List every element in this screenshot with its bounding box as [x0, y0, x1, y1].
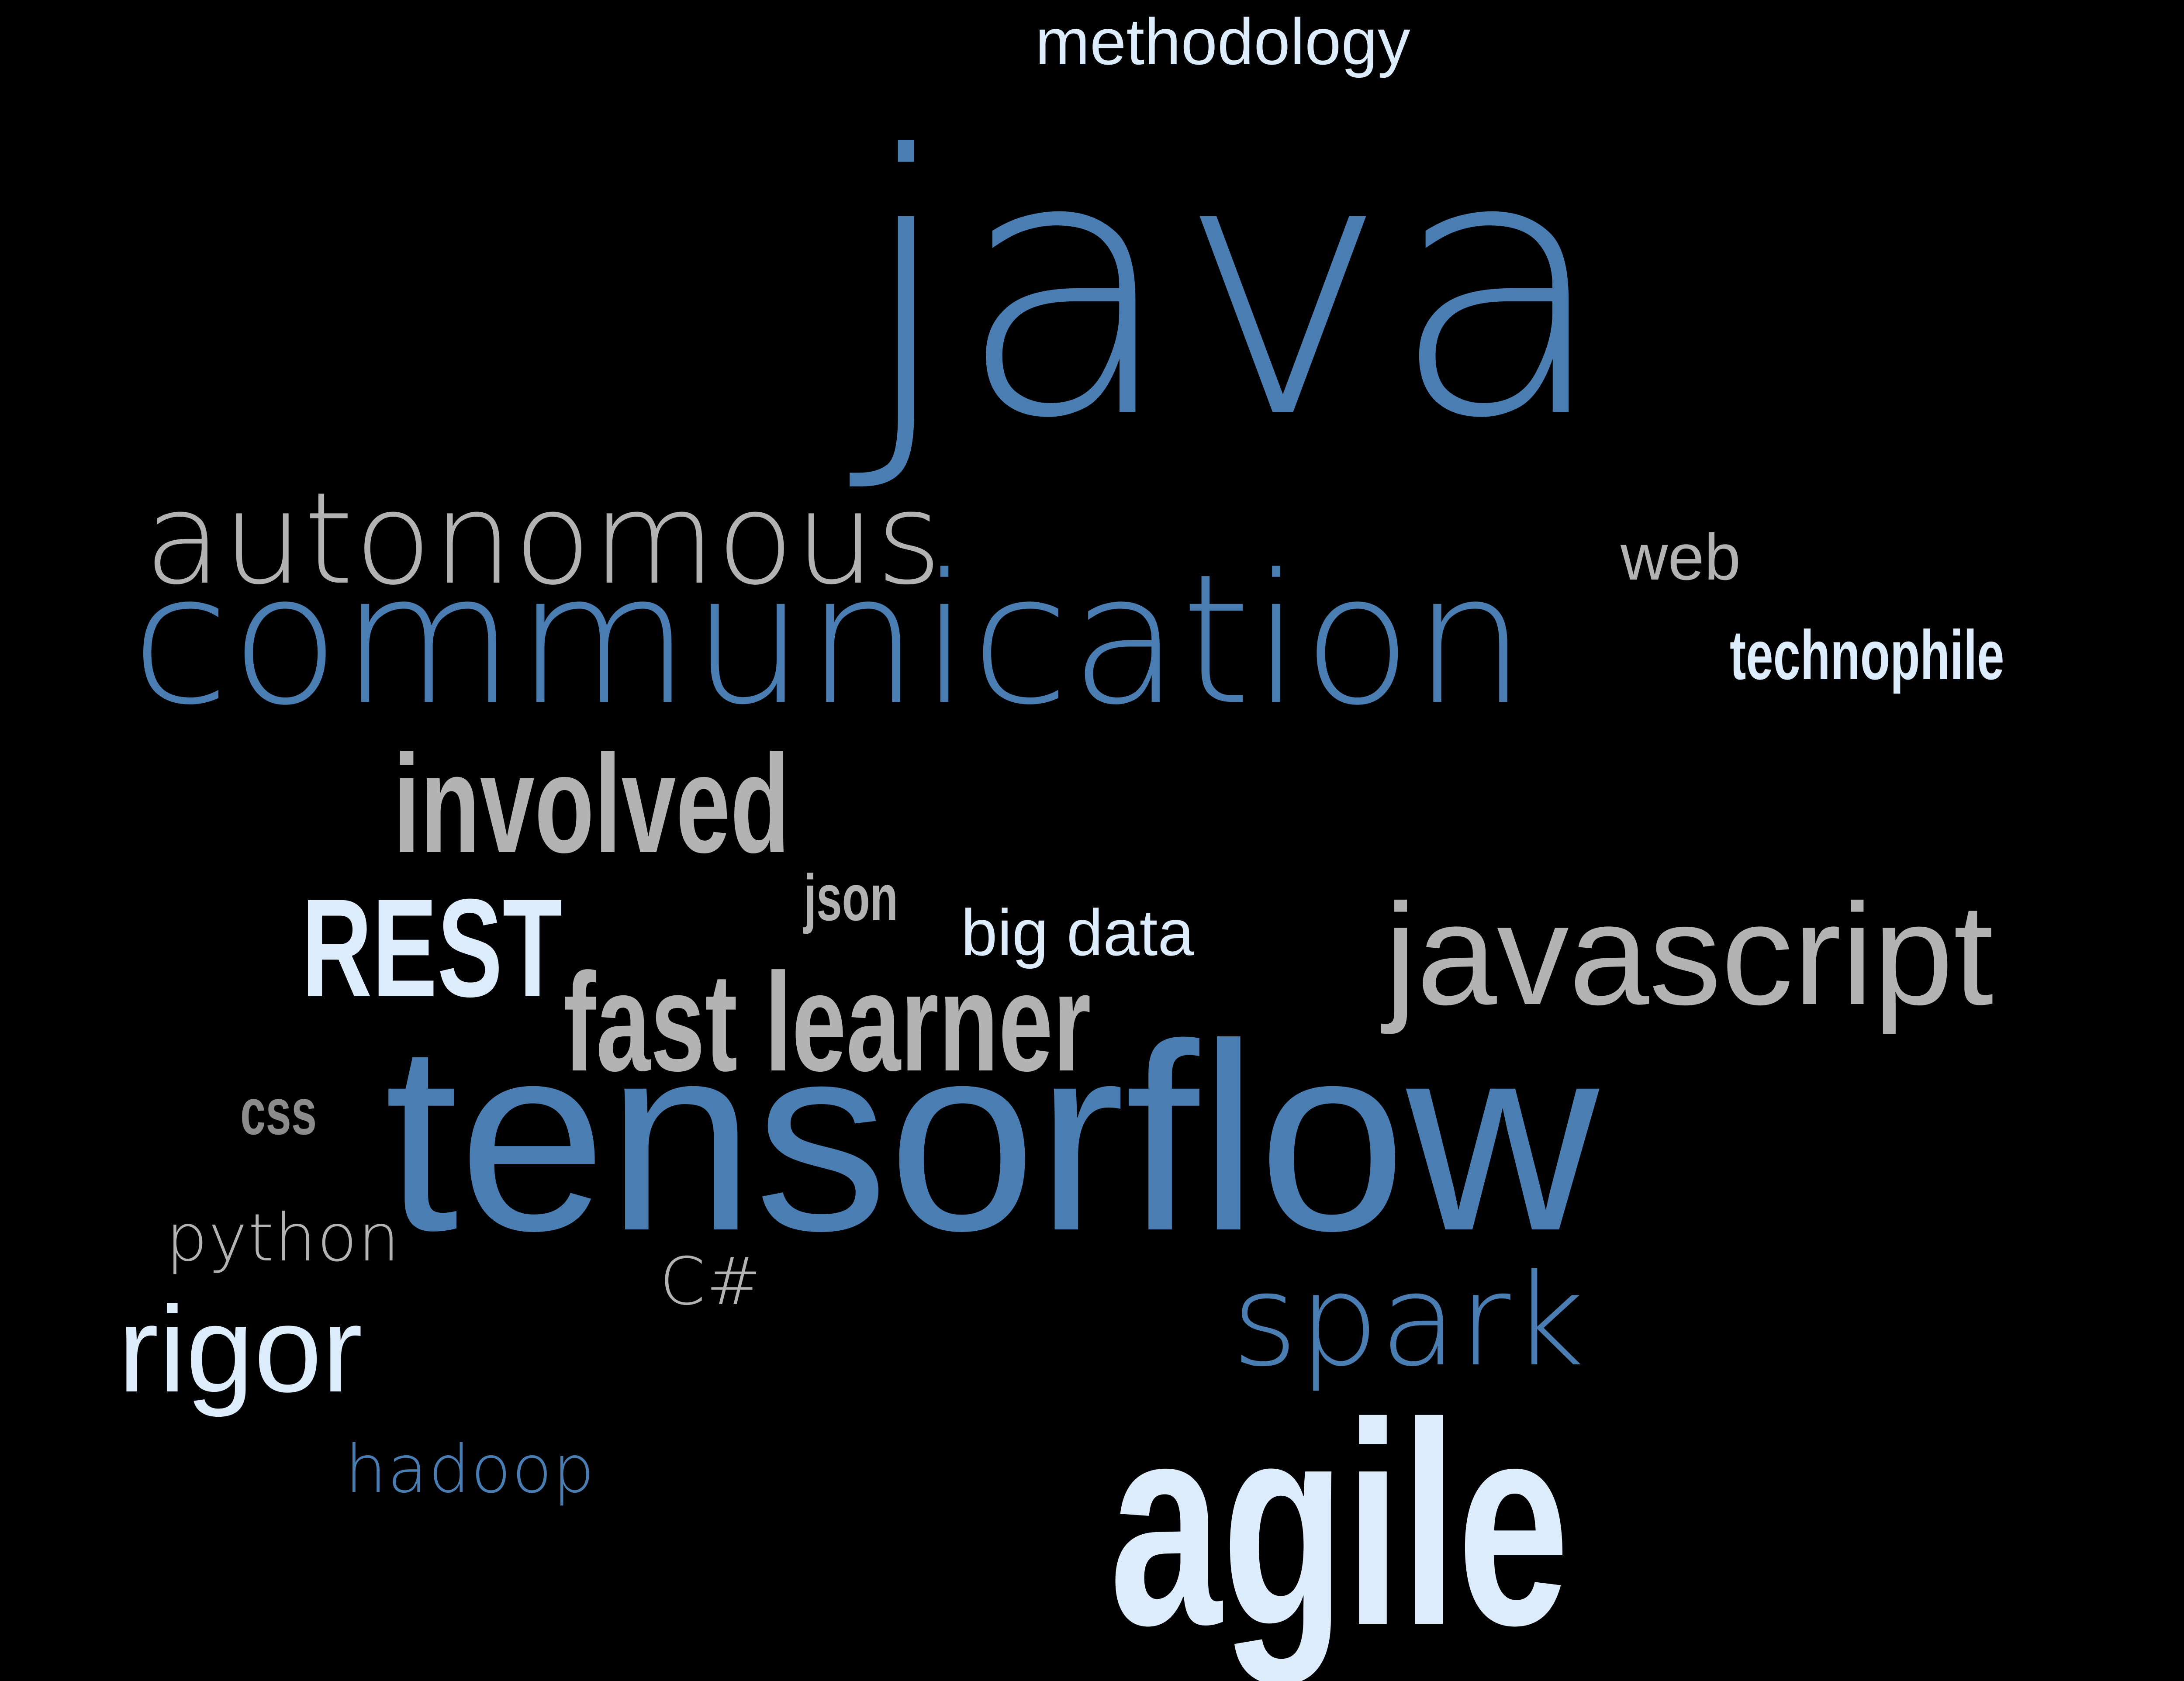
word-web: web — [1621, 520, 1741, 594]
word-javascript: javascript — [1385, 873, 1994, 1035]
word-csharp: C# — [660, 1244, 762, 1320]
word-big-data: big data — [961, 896, 1194, 969]
word-rest: REST — [301, 870, 563, 1026]
word-json: json — [804, 861, 898, 934]
word-fast-learner: fast learner — [563, 944, 1091, 1100]
word-technophile: technophile — [1730, 616, 2004, 694]
word-css: css — [240, 1075, 317, 1148]
word-methodology: methodology — [1035, 5, 1410, 78]
word-rigor: rigor — [118, 1281, 363, 1418]
word-agile: agile — [1109, 1363, 1569, 1681]
word-hadoop: hadoop — [345, 1432, 595, 1508]
word-java: java — [856, 80, 1610, 497]
word-tensorflow: tensorflow — [384, 989, 1599, 1286]
word-communication: communication — [131, 535, 1527, 744]
word-involved: involved — [393, 725, 790, 882]
word-autonomous: autonomous — [144, 466, 943, 613]
word-spark: spark — [1232, 1247, 1586, 1395]
word-python: python — [166, 1200, 401, 1276]
